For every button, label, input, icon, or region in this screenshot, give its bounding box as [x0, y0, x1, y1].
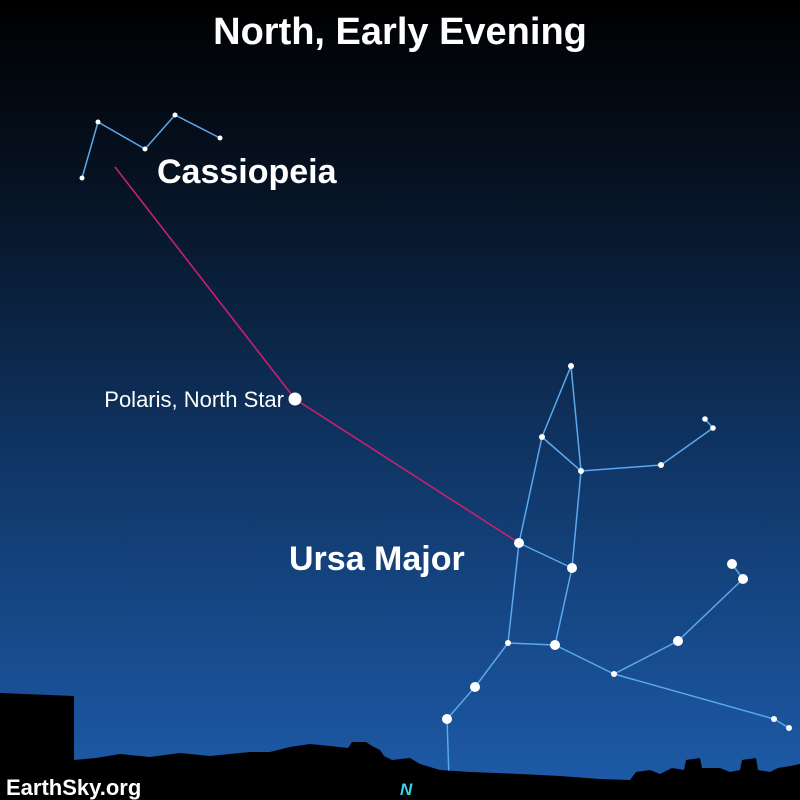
star	[771, 716, 777, 722]
star	[539, 434, 545, 440]
star	[786, 725, 792, 731]
star	[95, 119, 101, 125]
star	[505, 640, 511, 646]
chart-title: North, Early Evening	[213, 11, 587, 53]
star	[142, 146, 148, 152]
ursa-major-stars	[442, 363, 792, 731]
polaris-label: Polaris, North Star	[104, 387, 284, 412]
star	[710, 425, 716, 431]
star	[172, 112, 178, 118]
star	[514, 538, 524, 548]
star	[442, 714, 452, 724]
ursa-major-label: Ursa Major	[289, 540, 465, 578]
star	[568, 363, 574, 369]
star	[217, 135, 223, 141]
star	[550, 640, 560, 650]
star	[738, 574, 748, 584]
star	[702, 416, 708, 422]
star	[611, 671, 617, 677]
polaris-star	[288, 392, 302, 406]
star	[79, 175, 85, 181]
star	[470, 682, 480, 692]
star	[658, 462, 664, 468]
star	[673, 636, 683, 646]
cassiopeia-stars	[79, 112, 223, 181]
ground-silhouette	[0, 693, 800, 800]
cassiopeia-label: Cassiopeia	[157, 153, 338, 191]
star	[567, 563, 577, 573]
star	[727, 559, 737, 569]
earthsky-credit: EarthSky.org	[6, 775, 141, 800]
ursa-major-lines	[446, 365, 790, 779]
north-direction-label: N	[400, 780, 413, 799]
star	[578, 468, 584, 474]
